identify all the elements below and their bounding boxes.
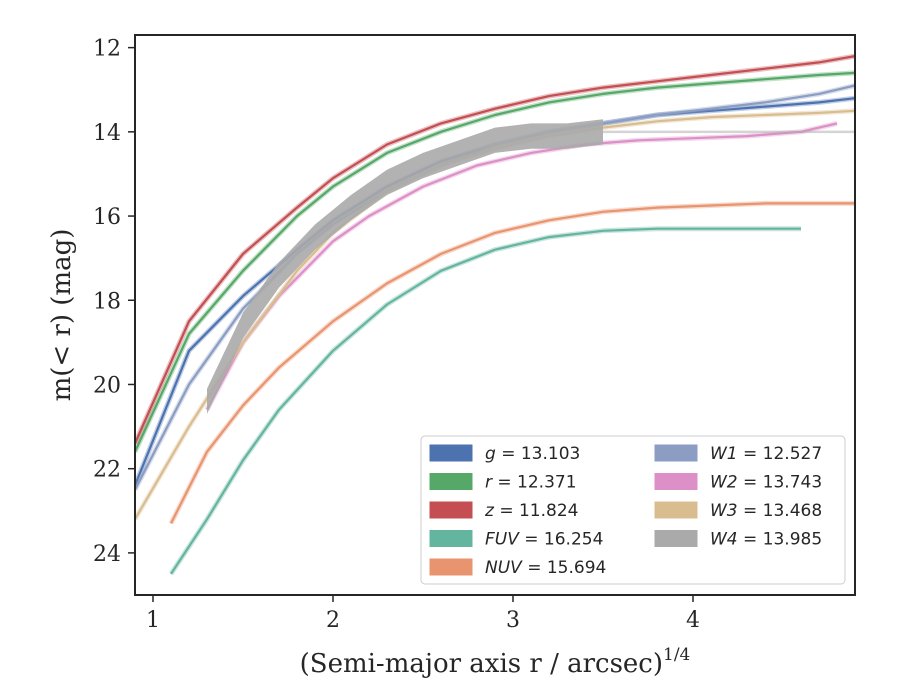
y-tick-label: 22: [93, 458, 121, 483]
x-tick-label: 2: [326, 608, 340, 633]
legend-label-w4: W4 = 13.985: [710, 530, 822, 550]
y-tick-label: 18: [93, 289, 121, 314]
series-line-z: [135, 55, 855, 444]
legend-label-z: z = 11.824: [484, 501, 578, 521]
legend-label-fuv: FUV = 16.254: [485, 530, 603, 550]
y-tick-label: 24: [93, 542, 121, 567]
legend-swatch-g: [429, 444, 473, 462]
series-layer: [135, 53, 855, 576]
series-halo-g: [135, 95, 855, 487]
series-band-w4: [207, 119, 603, 414]
series-line-nuv: [170, 202, 855, 524]
legend-swatch-w4: [654, 530, 698, 547]
legend-swatch-z: [429, 501, 473, 519]
x-tick-label: 1: [146, 608, 160, 633]
legend-label-nuv: NUV = 15.694: [485, 558, 606, 578]
y-tick-label: 16: [93, 205, 121, 230]
x-tick-label: 3: [506, 608, 520, 633]
x-axis-title: (Semi-major axis r / arcsec)1/4: [300, 645, 691, 679]
legend-label-w3: W3 = 13.468: [710, 501, 822, 521]
legend-box: [420, 435, 846, 585]
x-tick-label: 4: [686, 608, 700, 633]
y-axis-title: m(< r) (mag): [47, 229, 77, 402]
legend-label-r: r = 12.371: [485, 473, 577, 493]
legend-swatch-fuv: [429, 530, 473, 547]
legend-swatch-r: [429, 473, 473, 490]
y-tick-label: 14: [93, 121, 121, 146]
y-tick-label: 20: [93, 373, 121, 398]
series-line-g: [135, 97, 855, 486]
legend-swatch-w1: [654, 444, 698, 462]
legend-swatch-w3: [654, 501, 698, 519]
legend-label-w2: W2 = 13.743: [710, 473, 822, 493]
plot-frame: [134, 34, 856, 596]
series-line-r: [135, 71, 855, 453]
legend: g = 13.103 r = 12.371 z = 11.824 FUV = 16.2…: [420, 435, 846, 585]
legend-swatch-nuv: [429, 558, 473, 576]
series-line-w2: [206, 122, 838, 411]
legend-label-w1: W1 = 12.527: [710, 444, 822, 464]
series-line-fuv: [170, 227, 801, 575]
legend-label-g: g = 13.103: [485, 444, 580, 464]
y-tick-label: 12: [93, 37, 121, 62]
legend-swatch-w2: [654, 473, 698, 490]
